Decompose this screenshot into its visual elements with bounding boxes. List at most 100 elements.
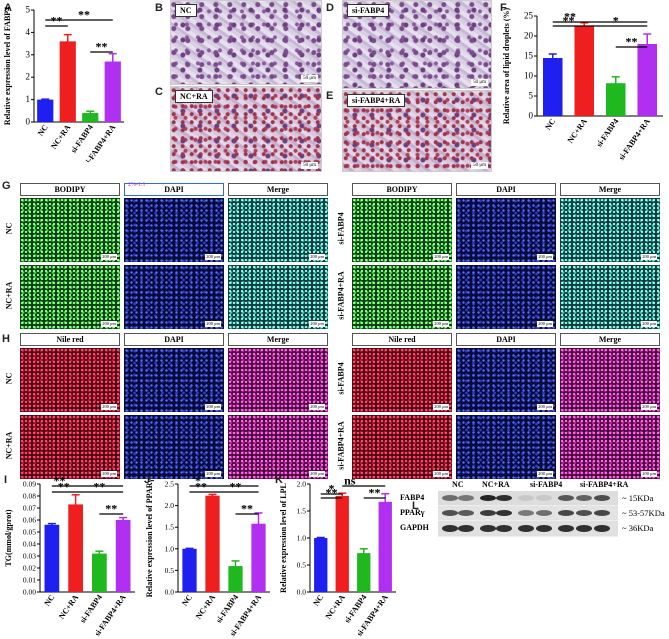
blot-band <box>558 525 574 532</box>
bar <box>44 524 60 592</box>
fluorescence-image: 200 μm <box>124 348 224 412</box>
y-tick-label: 1.0 <box>165 544 175 553</box>
scale-bar-label: 200 μm <box>101 471 117 477</box>
significance-mark: ** <box>93 480 105 494</box>
kda-label: ~ 36KDa <box>622 523 654 533</box>
fluorescence-image: 200 μm <box>560 348 660 412</box>
fluorescence-image: 200 μm <box>560 265 660 329</box>
bar <box>59 41 76 122</box>
blot-band <box>536 510 552 516</box>
y-tick-label: 0.5 <box>297 561 307 570</box>
micrograph-si-fabp4: si-FABP4 50 μm <box>342 0 492 89</box>
micrograph-label: NC+RA <box>175 90 213 103</box>
significance-mark: ** <box>105 502 117 516</box>
blot-band <box>480 525 496 532</box>
y-tick-label: 5 <box>26 5 31 15</box>
blot-band <box>442 510 458 516</box>
row-label: NC <box>4 372 14 385</box>
blot-row-label: GAPDH <box>400 523 429 532</box>
blot-band <box>496 525 512 532</box>
blot-band <box>576 525 592 532</box>
bar <box>228 566 243 592</box>
bar <box>542 58 563 116</box>
bar-chart-tg: 0.00 0.01 0.02 0.03 0.04 0.05 0.06 0.07 0.08 0.09… <box>4 474 135 638</box>
blot-band <box>518 495 534 501</box>
significance-mark: ** <box>326 486 338 500</box>
blot-band <box>576 510 592 516</box>
scale-bar-label: 200 μm <box>537 254 553 260</box>
significance-mark: ** <box>230 480 242 494</box>
blot-band <box>480 495 496 501</box>
row-label: si-FABP4 <box>336 212 346 245</box>
scale-bar-label: 200 μm <box>537 321 553 327</box>
fluorescence-image: 200 μm <box>456 348 556 412</box>
fluorescence-image: 200 μm <box>352 348 452 412</box>
significance-mark: ** <box>563 14 575 28</box>
blot-row-label: PPARγ <box>400 508 425 517</box>
y-tick-label: 4 <box>26 27 31 37</box>
significance-mark: ** <box>78 8 90 22</box>
y-tick-label: 0.0 <box>297 588 307 597</box>
fluorescence-image: 200 μm <box>352 265 452 329</box>
x-tick-label: si-FABP4 <box>594 117 620 149</box>
scale-bar-label: 50 μm <box>301 162 318 169</box>
significance-mark: * <box>329 482 335 496</box>
fluorescence-image: 200 μm <box>228 198 328 262</box>
x-tick-label: NC+RA <box>49 123 72 151</box>
blot-band <box>576 495 592 501</box>
panel-label-c: C <box>155 86 163 98</box>
channel-header: DAPI <box>124 183 224 196</box>
bar-chart-lipid-droplets: 0 5 10 15 20 25 Relative area of lipid droplet… <box>502 7 663 162</box>
bar <box>637 44 658 116</box>
x-tick-label: NC <box>43 593 57 608</box>
scale-bar-label: 200 μm <box>309 404 325 410</box>
y-axis-label: TG(mmol/gprot) <box>4 509 13 567</box>
bar <box>182 548 197 592</box>
scale-bar-label: 200 μm <box>641 404 657 410</box>
bar <box>104 61 121 122</box>
fluorescence-image: 200 μm <box>20 348 120 412</box>
y-tick-label: 0.05 <box>23 528 36 537</box>
significance-mark: ** <box>54 474 66 488</box>
micrograph-label: NC <box>175 4 197 17</box>
y-tick-label: 1.0 <box>297 534 307 543</box>
x-tick-label: NC+RA <box>57 593 80 621</box>
bar <box>335 495 349 592</box>
scale-bar-label: 50 μm <box>301 75 318 82</box>
scale-bar-label: 200 μm <box>433 321 449 327</box>
scale-bar-label: 200 μm <box>101 321 117 327</box>
micrograph-label: si-FABP4+RA <box>347 94 406 107</box>
significance-mark: ** <box>241 502 253 516</box>
scale-bar-label: 200 μm <box>205 321 221 327</box>
blot-band <box>558 495 574 501</box>
blot-band <box>518 525 534 532</box>
blot-band <box>518 510 534 516</box>
bar <box>251 523 266 592</box>
bar <box>605 83 626 116</box>
significance-mark: ** <box>96 40 108 54</box>
scale-bar-label: 200 μm <box>205 471 221 477</box>
y-tick-label: 0.08 <box>23 492 36 501</box>
panel-label-k: K <box>275 474 283 486</box>
fluorescence-image: 200 μm <box>456 265 556 329</box>
bar <box>115 520 131 592</box>
x-tick-label: si-FABP4 <box>78 593 104 625</box>
significance-mark: ** <box>626 35 638 49</box>
scale-bar-label: 200 μm <box>309 471 325 477</box>
fluorescence-image: 200 μm <box>20 265 120 329</box>
bar-chart-fabp4: 0 1 2 3 4 5 Relative expression level of FABP4… <box>3 5 124 162</box>
y-tick-label: 0.04 <box>23 540 36 549</box>
scale-bar-label: 200 μm <box>309 321 325 327</box>
x-tick-label: NC <box>543 117 557 132</box>
fluorescence-image: 200 μm <box>352 415 452 479</box>
blot-band <box>594 510 610 516</box>
x-tick-label: NC <box>311 593 325 608</box>
bar <box>68 504 83 592</box>
y-tick-label: 0 <box>529 111 534 121</box>
y-tick-label: 2.5 <box>165 480 175 489</box>
scale-bar-label: 200 μm <box>101 404 117 410</box>
y-tick-label: 0.0 <box>165 588 175 597</box>
significance-mark: ** <box>564 10 576 24</box>
fluorescence-image: 200 μm <box>560 415 660 479</box>
blot-band <box>594 495 610 501</box>
